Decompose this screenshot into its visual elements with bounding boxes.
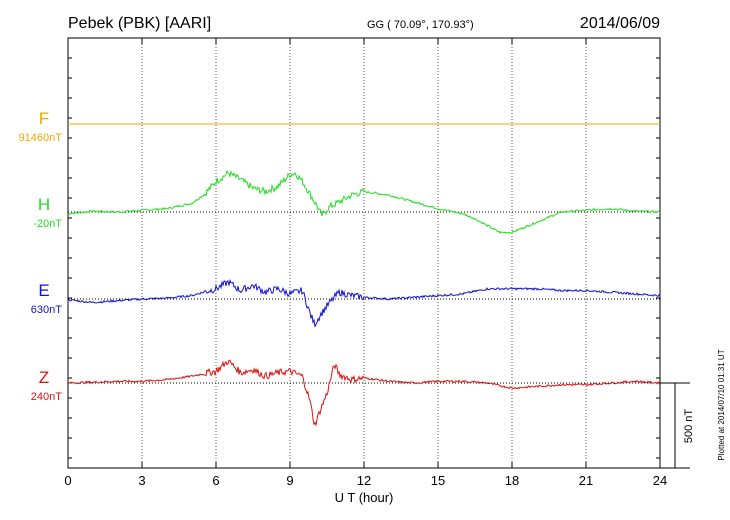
series-labels: F 91460nT H -20nT E 630nT Z 240nT bbox=[19, 109, 63, 403]
x-axis-ticks: 0 3 6 9 12 15 18 21 24 bbox=[64, 38, 667, 488]
series-baseline-Z: 240nT bbox=[31, 391, 62, 403]
x-tick-label: 15 bbox=[431, 473, 445, 488]
coords-label: GG ( 70.09°, 170.93°) bbox=[367, 19, 474, 31]
date-label: 2014/06/09 bbox=[580, 15, 660, 32]
x-tick-label: 21 bbox=[579, 473, 593, 488]
station-title: Pebek (PBK) [AARI] bbox=[68, 15, 211, 32]
scale-bar: 500 nT bbox=[660, 382, 695, 469]
series-name-Z: Z bbox=[39, 368, 49, 387]
plotted-note: Plotted at 2014/07/10 01:31 UT bbox=[717, 349, 726, 460]
x-tick-label: 9 bbox=[286, 473, 293, 488]
series-name-H: H bbox=[38, 195, 50, 214]
x-tick-label: 12 bbox=[357, 473, 371, 488]
series-name-F: F bbox=[39, 109, 49, 128]
series-line-H bbox=[67, 169, 661, 235]
series-baseline-H: -20nT bbox=[33, 218, 62, 230]
x-axis-label: U T (hour) bbox=[335, 490, 394, 505]
x-tick-label: 18 bbox=[505, 473, 519, 488]
x-tick-label: 6 bbox=[212, 473, 219, 488]
series-group bbox=[67, 123, 661, 427]
series-line-E bbox=[67, 278, 661, 327]
series-baseline-F: 91460nT bbox=[19, 132, 63, 144]
series-baseline-E: 630nT bbox=[31, 304, 62, 316]
series-name-E: E bbox=[38, 281, 49, 300]
scale-bar-label: 500 nT bbox=[683, 409, 695, 444]
grid bbox=[141, 38, 587, 468]
x-tick-label: 24 bbox=[653, 473, 667, 488]
x-tick-label: 3 bbox=[138, 473, 145, 488]
x-tick-label: 0 bbox=[64, 473, 71, 488]
series-line-Z bbox=[67, 359, 661, 427]
plot-frame bbox=[67, 37, 661, 469]
